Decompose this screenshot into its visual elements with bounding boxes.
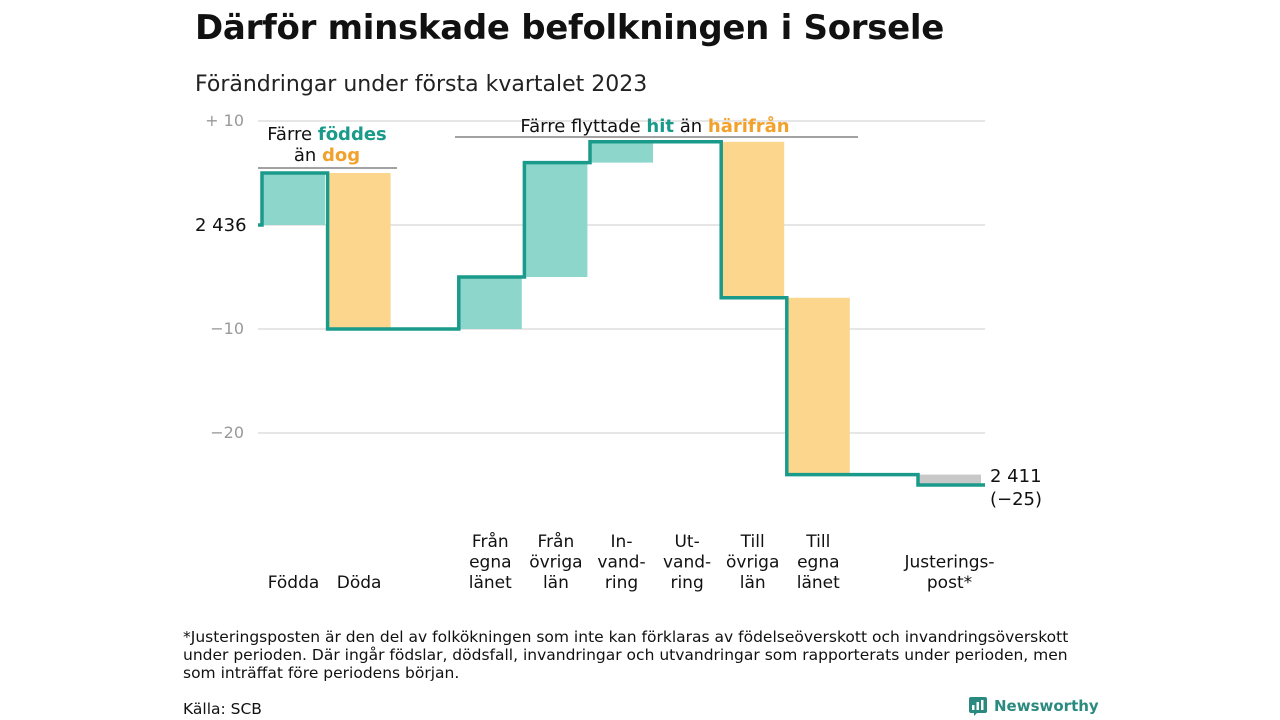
- x-axis-label: län: [740, 573, 766, 593]
- x-axis-label: länet: [469, 573, 512, 593]
- annotation-part: Färre flyttade: [520, 116, 646, 137]
- x-axis-label: Justerings-: [903, 553, 994, 573]
- x-axis-label: ring: [670, 573, 703, 593]
- x-axis-label: Döda: [337, 573, 382, 593]
- bar: [786, 297, 850, 475]
- x-axis-label: Till: [740, 532, 765, 552]
- annotation-part: än: [674, 116, 708, 137]
- annotation-part: föddes: [318, 124, 387, 145]
- end-value-label: 2 411: [990, 466, 1042, 487]
- bar: [262, 173, 325, 225]
- y-tick-label: −20: [210, 423, 244, 442]
- population-step-line: [258, 140, 985, 487]
- footnote: *Justeringsposten är den del av folkökni…: [183, 628, 1069, 682]
- chart-title: Därför minskade befolkningen i Sorsele: [195, 8, 945, 48]
- x-axis-label: Födda: [268, 573, 320, 593]
- annotation-part: hit: [646, 116, 674, 137]
- bar: [524, 162, 588, 277]
- x-axis-label: vand-: [663, 553, 711, 573]
- annotation-part: Färre: [267, 124, 318, 145]
- x-axis-label: In-: [611, 532, 633, 552]
- end-change-label: (−25): [990, 489, 1042, 510]
- x-axis-label: övriga: [726, 553, 779, 573]
- annotation-births-deaths: än dog: [294, 145, 360, 166]
- bar: [458, 277, 522, 329]
- newsworthy-logo-text: Newsworthy: [994, 697, 1099, 715]
- x-axis-label: Från: [538, 531, 575, 552]
- annotation-part: dog: [322, 145, 360, 166]
- bar: [918, 474, 981, 485]
- x-axis-label: Från: [472, 531, 509, 552]
- annotation-births-deaths: Färre föddes: [267, 124, 387, 145]
- chart-subtitle: Förändringar under första kvartalet 2023: [195, 72, 648, 97]
- x-axis-label: Ut-: [674, 532, 699, 552]
- bar: [590, 141, 653, 163]
- y-tick-label: + 10: [205, 111, 244, 130]
- x-axis-label: post*: [927, 573, 972, 593]
- x-axis-label: övriga: [529, 553, 582, 573]
- y-tick-label: −10: [210, 319, 244, 338]
- start-value-label: 2 436: [195, 215, 247, 236]
- source-note: Källa: SCB: [183, 700, 262, 718]
- bar: [721, 141, 785, 298]
- bar: [327, 173, 391, 329]
- x-axis-label: egna: [797, 553, 839, 573]
- x-axis-label: län: [543, 573, 569, 593]
- x-axis-label: Till: [805, 532, 830, 552]
- annotation-part: än: [294, 145, 322, 166]
- newsworthy-logo-icon: [969, 697, 987, 716]
- x-axis-label: egna: [469, 553, 511, 573]
- annotation-part: härifrån: [708, 115, 790, 137]
- x-axis-label: länet: [797, 573, 840, 593]
- x-axis-label: ring: [605, 573, 638, 593]
- x-axis-label: vand-: [597, 553, 645, 573]
- newsworthy-logo: Newsworthy: [968, 696, 1099, 716]
- annotation-migration: Färre flyttade hit än härifrån: [520, 115, 789, 137]
